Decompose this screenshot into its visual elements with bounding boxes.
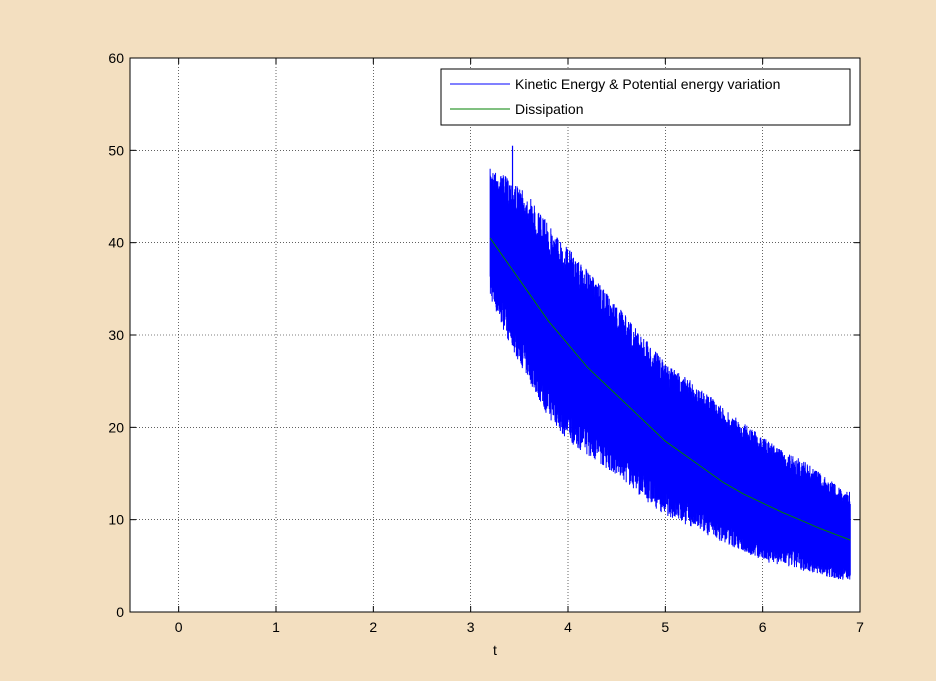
- series-dissipation-line: [489, 237, 851, 541]
- y-tick-label: 50: [108, 142, 124, 158]
- series-kinetic-energy-line: [489, 168, 851, 580]
- y-tick-label: 60: [108, 50, 124, 66]
- legend-label-dissipation: Dissipation: [515, 101, 583, 117]
- y-tick-label: 0: [116, 604, 124, 620]
- series-layer: [489, 145, 851, 580]
- x-tick-label: 2: [369, 619, 377, 635]
- legend: Kinetic Energy & Potential energy variat…: [440, 68, 851, 126]
- x-tick-label: 1: [272, 619, 280, 635]
- ticks: [130, 57, 861, 613]
- x-tick-label: 0: [175, 619, 183, 635]
- legend-label-kinetic: Kinetic Energy & Potential energy variat…: [515, 76, 780, 92]
- y-tick-label: 30: [108, 327, 124, 343]
- x-tick-label: 3: [467, 619, 475, 635]
- x-axis-label: t: [493, 642, 497, 658]
- y-tick-label: 10: [108, 512, 124, 528]
- y-tick-labels: 0 10 20 30 40 50 60: [108, 50, 124, 620]
- x-tick-label: 7: [856, 619, 864, 635]
- x-tick-label: 6: [759, 619, 767, 635]
- y-tick-label: 40: [108, 235, 124, 251]
- x-tick-label: 4: [564, 619, 572, 635]
- y-tick-label: 20: [108, 419, 124, 435]
- x-tick-labels: 0 1 2 3 4 5 6 7: [175, 619, 864, 635]
- x-tick-label: 5: [661, 619, 669, 635]
- legend-box: [440, 68, 851, 126]
